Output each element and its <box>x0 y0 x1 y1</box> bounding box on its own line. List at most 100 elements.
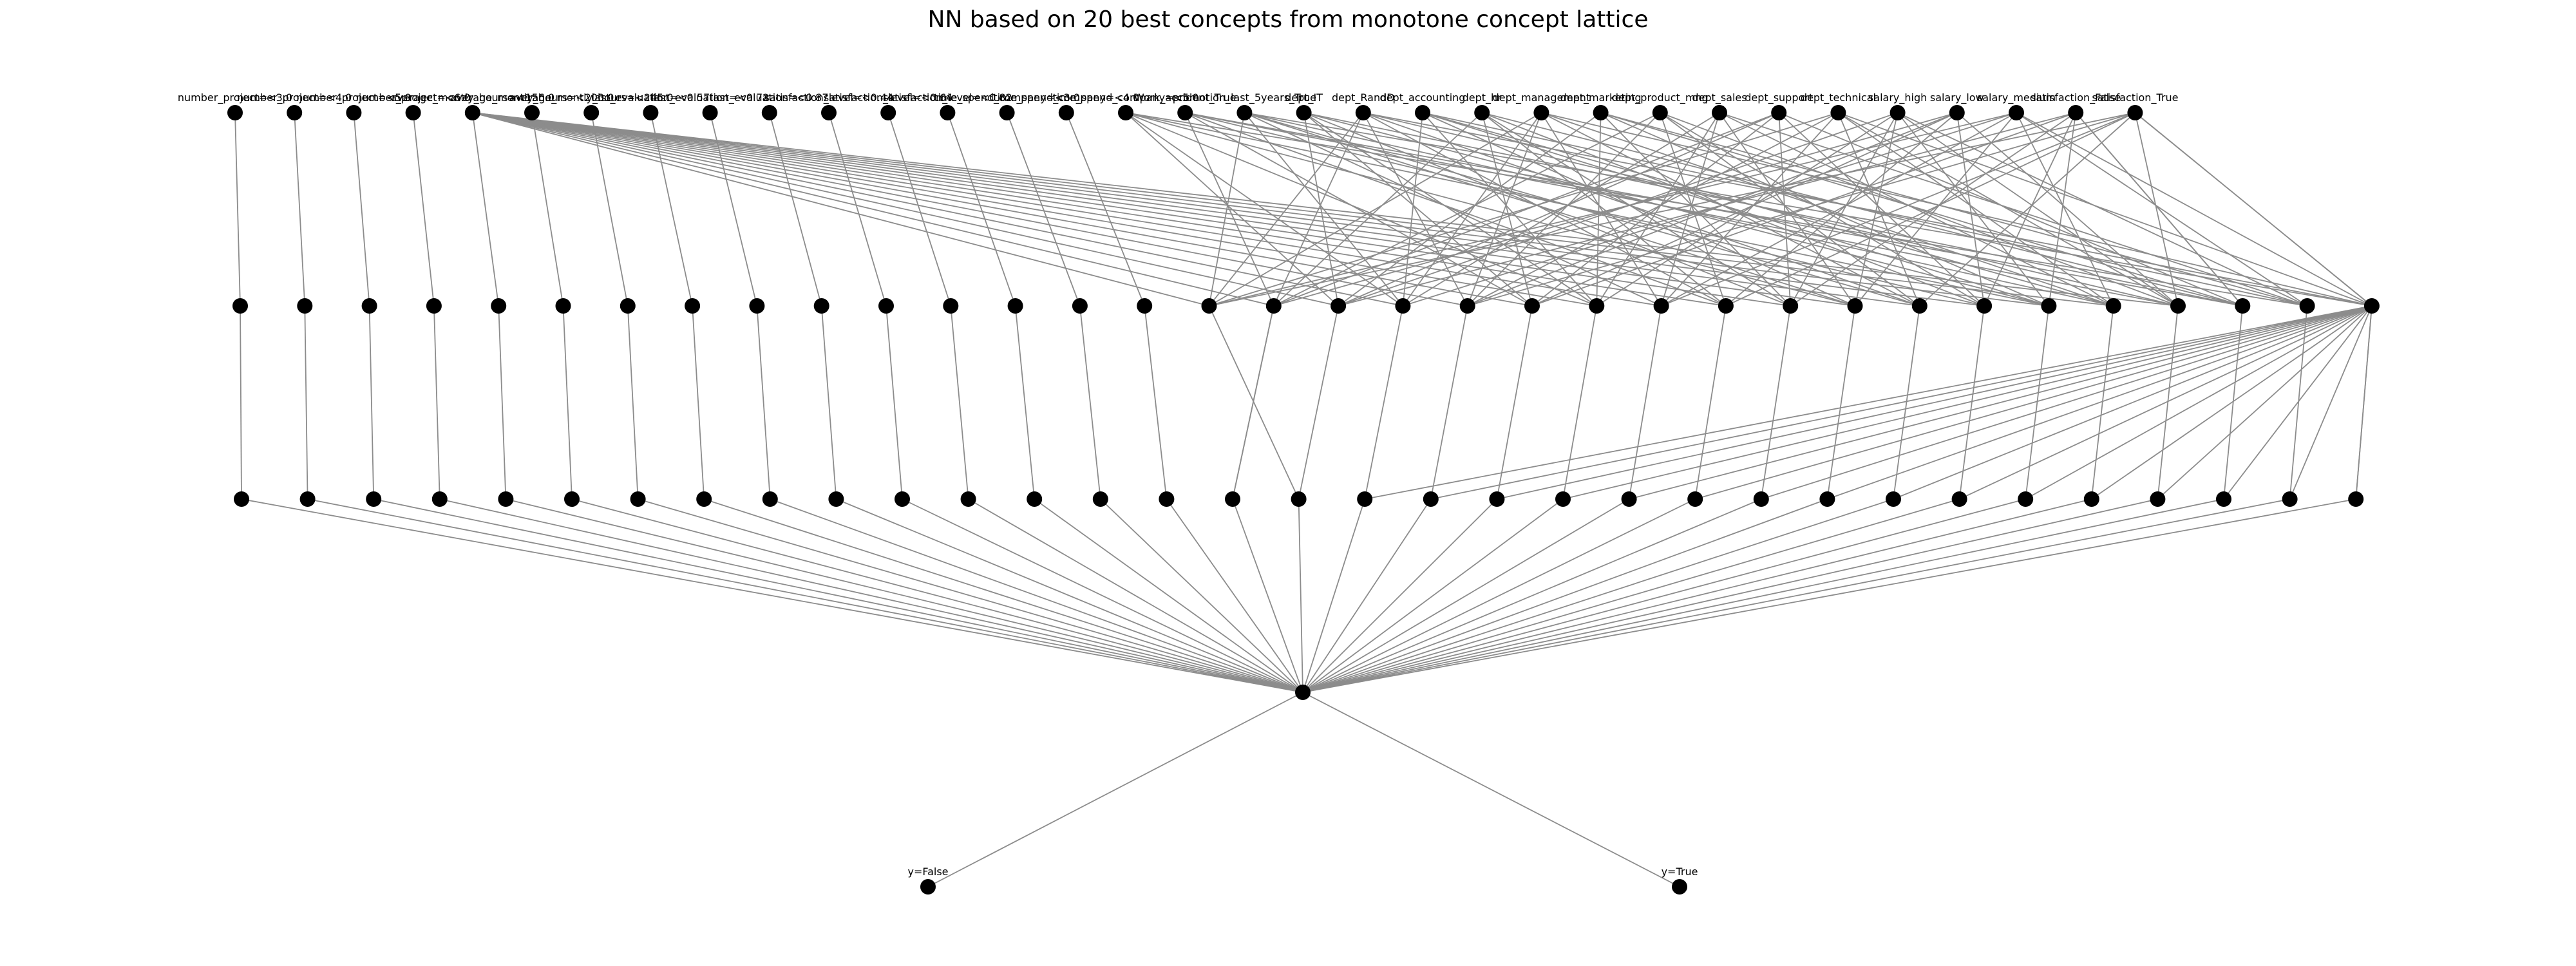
input-node <box>940 105 956 120</box>
edge-input-hidden1 <box>1600 112 1791 307</box>
edge-hidden1-hidden2 <box>2223 305 2372 500</box>
node-labels: number_project=<3.0number_project=<4.0nu… <box>178 91 2179 878</box>
hidden1-node <box>813 298 829 314</box>
hidden1-node <box>2170 298 2186 314</box>
edge-input-hidden1 <box>1778 112 1985 307</box>
edge-hidden1-hidden2 <box>1365 305 2372 500</box>
edge-input-hidden1 <box>1363 112 1727 307</box>
hidden2-node <box>1027 491 1043 507</box>
edge-hidden2-aggregate <box>968 498 1303 693</box>
input-label: last_evaluation=<0.57 <box>592 91 710 104</box>
edge-hidden1-hidden2 <box>1694 305 2372 500</box>
input-node <box>1712 105 1727 120</box>
edge-input-hidden1 <box>1363 112 1920 307</box>
input-node <box>1118 105 1133 120</box>
input-node <box>2068 105 2084 120</box>
edge-input-hidden1 <box>1540 112 1920 307</box>
edge-hidden2-aggregate <box>571 498 1303 693</box>
input-node <box>643 105 659 120</box>
edge-input-hidden1 <box>1897 112 2050 307</box>
input-label: last_evaluation=<0.72 <box>651 91 769 104</box>
input-node <box>1889 105 1906 120</box>
input-label: dept_accounting <box>1380 91 1466 104</box>
hidden1-node <box>1331 298 1347 314</box>
edge-input-hidden1 <box>1184 112 1727 307</box>
hidden2-node <box>1621 491 1637 507</box>
input-label: last_evaluation=<0.87 <box>710 91 828 104</box>
edge-input-hidden1 <box>1303 112 1791 307</box>
hidden2-node <box>2282 491 2298 507</box>
hidden1-node <box>1007 298 1023 314</box>
edge-input-hidden1 <box>1897 112 2307 307</box>
hidden2-node <box>696 491 712 507</box>
hidden2-node <box>1159 491 1175 507</box>
hidden1-node <box>1783 298 1799 314</box>
input-node <box>2009 105 2024 120</box>
edge-input-hidden1 <box>1719 112 2114 307</box>
input-label: dept_RandD <box>1332 91 1395 104</box>
input-label: dept_product_mng <box>1612 91 1709 104</box>
edge-hidden1-hidden2 <box>756 305 771 500</box>
edge-input-hidden1 <box>472 112 2114 307</box>
edge-input-hidden1 <box>1273 112 1482 307</box>
input-label: satisfaction_level=<0.64 <box>824 91 953 104</box>
edge-hidden1-hidden2 <box>1826 305 1856 500</box>
hidden1-node <box>1072 298 1088 314</box>
edge-input-hidden1 <box>472 112 1985 307</box>
edge-input-hidden1 <box>472 112 2179 307</box>
edge-input-hidden1 <box>1244 112 1855 307</box>
edge-input-hidden1 <box>472 112 1920 307</box>
edge-input-hidden1 <box>234 112 241 307</box>
edge-input-hidden1 <box>1661 112 2017 307</box>
edge-hidden2-aggregate <box>638 498 1303 693</box>
diagram-title: NN based on 20 best concepts from monoto… <box>928 6 1649 33</box>
edge-hidden1-hidden2 <box>1629 305 2372 500</box>
edge-input-hidden1 <box>1790 112 2076 307</box>
hidden2-node <box>1092 491 1108 507</box>
edge-input-hidden1 <box>1600 112 2307 307</box>
edge-hidden1-hidden2 <box>1232 305 1274 500</box>
edge-input-hidden1 <box>887 112 952 307</box>
hidden1-node <box>2235 298 2251 314</box>
edge-hidden1-hidden2 <box>2157 305 2179 500</box>
edge-hidden2-aggregate <box>836 498 1303 693</box>
input-node <box>1236 105 1253 120</box>
edge-input-hidden1 <box>472 112 1855 307</box>
hidden1-node <box>297 298 313 314</box>
hidden2-node <box>234 491 249 507</box>
hidden1-node <box>1589 298 1605 314</box>
edge-input-hidden1 <box>828 112 887 307</box>
edge-input-hidden1 <box>1837 112 2179 307</box>
edge-input-hidden1 <box>1466 112 1542 307</box>
edge-input-hidden1 <box>1125 112 2307 307</box>
input-label: average_montly_hours=<156.0 <box>390 91 554 104</box>
input-node <box>1652 105 1668 120</box>
edge-hidden2-aggregate <box>1302 498 1564 693</box>
edge-input-hidden1 <box>1481 112 1727 307</box>
output-label: y=False <box>907 866 948 878</box>
edge-input-hidden1 <box>1403 112 2017 307</box>
edge-input-hidden1 <box>472 112 1533 307</box>
edge-hidden1-hidden2 <box>2025 305 2372 500</box>
hidden2-node <box>762 491 778 507</box>
edge-hidden1-hidden2 <box>627 305 639 500</box>
edge-hidden1-hidden2 <box>950 305 969 500</box>
edge-input-hidden1 <box>1661 112 2136 307</box>
input-label: dept_IT <box>1285 91 1323 104</box>
edge-hidden1-hidden2 <box>2025 305 2050 500</box>
edge-input-hidden1 <box>1660 112 2179 307</box>
edge-input-hidden1 <box>412 112 435 307</box>
input-label: dept_sales <box>1692 91 1747 104</box>
edge-hidden1-hidden2 <box>1014 305 1036 500</box>
edge-input-hidden1 <box>768 112 822 307</box>
input-node <box>1296 105 1312 120</box>
hidden1-node <box>1911 298 1927 314</box>
hidden2-node <box>366 491 382 507</box>
input-node <box>287 105 303 120</box>
edge-input-hidden1 <box>294 112 306 307</box>
edge-input-hidden1 <box>1600 112 2243 307</box>
edge-input-hidden1 <box>1778 112 1792 307</box>
edge-input-hidden1 <box>2134 112 2372 307</box>
edge-input-hidden1 <box>1660 112 1985 307</box>
edge-input-hidden1 <box>472 112 1727 307</box>
